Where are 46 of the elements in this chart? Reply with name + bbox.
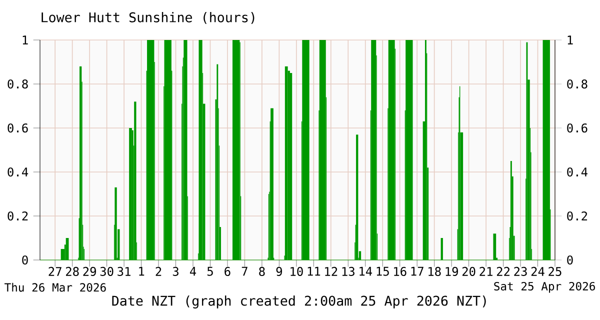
x-tick-label: 7 (242, 266, 248, 276)
x-tick-label: 20 (462, 266, 476, 276)
x-tick-label: 23 (514, 266, 527, 276)
x-tick-label: 29 (83, 266, 96, 276)
x-tick-label: 2 (156, 266, 162, 276)
x-tick-label: 4 (190, 266, 196, 276)
x-tick-label: 5 (207, 266, 213, 276)
y2-tick-label: 1 (568, 36, 573, 44)
y-tick-label: 0 (22, 255, 28, 265)
y-tick-label: 0.4 (8, 167, 28, 177)
x-tick-label: 16 (394, 266, 406, 276)
y-tick-label: 0.6 (8, 123, 28, 133)
x-tick-label: 12 (325, 266, 338, 276)
x-tick-label: 30 (100, 266, 114, 276)
x-tick-label: 14 (360, 266, 372, 276)
y-tick-label: 0.2 (8, 211, 28, 221)
x-tick-label: 25 (548, 266, 562, 276)
y-tick-label: 0.8 (8, 79, 28, 89)
x-tick-label: 22 (496, 266, 510, 276)
x-tick-label: 28 (66, 266, 79, 276)
x-tick-label: 31 (118, 266, 130, 276)
x-tick-label: 3 (172, 266, 178, 276)
text: Sat 25 Apr 2026 (494, 282, 595, 293)
x-tick-label: 27 (48, 266, 62, 276)
y2-tick-label: 0.4 (567, 167, 588, 177)
x-tick-label: 24 (531, 266, 544, 276)
x-tick-label: 9 (276, 266, 282, 276)
y2-tick-label: 0 (567, 255, 573, 265)
x-tick-label: 1 (139, 266, 144, 276)
x-axis-title: Date NZT (graph created 2:00am 25 Apr 2026 NZT) (112, 295, 486, 308)
y-tick-label: 1 (22, 36, 28, 44)
y2-tick-label: 0.2 (567, 211, 588, 221)
y2-tick-label: 0.8 (567, 79, 588, 89)
chart-title: Lower Hutt Sunshine (hours) (42, 12, 254, 24)
x-tick-label: 6 (224, 266, 230, 276)
x-tick-label: 13 (342, 266, 354, 276)
text: Thu 26 Mar 2026 (4, 282, 106, 292)
x-tick-label: 10 (290, 266, 303, 276)
x-tick-label: 17 (411, 266, 424, 276)
x-tick-label: 19 (446, 266, 458, 276)
x-tick-label: 18 (428, 266, 441, 276)
x-tick-label: 15 (376, 266, 389, 276)
y2-tick-label: 0.6 (567, 123, 588, 133)
x-tick-label: 21 (480, 266, 492, 276)
x-tick-label: 8 (259, 266, 265, 276)
x-tick-label: 11 (308, 266, 320, 276)
